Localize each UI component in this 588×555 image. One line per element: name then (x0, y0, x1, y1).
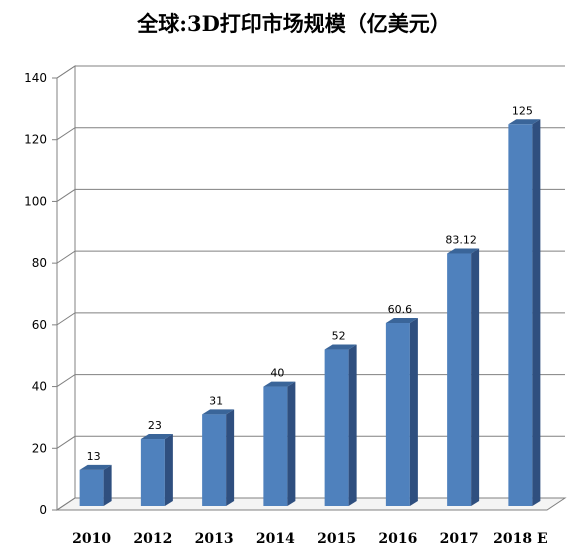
y-tick-label: 100 (24, 194, 47, 208)
bar-side (287, 381, 296, 506)
gridline (56, 250, 565, 264)
y-tick-label: 120 (24, 133, 47, 147)
side-wall (56, 65, 76, 511)
gridline (56, 374, 565, 387)
bar-top (324, 344, 357, 350)
chart-title: 全球:3D打印市场规模（亿美元） (137, 11, 451, 36)
bar-side (409, 318, 418, 506)
gridline (56, 312, 565, 326)
x-tick-label: 2017 (440, 531, 479, 547)
bar (140, 439, 165, 506)
data-label: 13 (87, 450, 101, 463)
floor (55, 497, 567, 511)
bar-side (164, 434, 173, 506)
gridline (56, 65, 565, 79)
data-label: 52 (332, 330, 346, 343)
y-tick-label: 60 (32, 318, 47, 332)
bar-side (103, 464, 112, 506)
bar-top (202, 409, 235, 415)
bar-top (447, 248, 480, 254)
gridline (56, 435, 565, 449)
bar (79, 469, 104, 506)
data-label: 31 (209, 394, 223, 407)
y-tick-label: 20 (32, 441, 47, 455)
data-label: 125 (512, 104, 533, 117)
bar (324, 349, 349, 506)
x-tick-label: 2018 E (493, 531, 548, 547)
y-tick-label: 80 (32, 256, 47, 270)
data-label: 60.6 (388, 303, 413, 316)
bar (263, 386, 288, 506)
x-tick-label: 2015 (317, 531, 356, 547)
bar-top (385, 318, 418, 324)
bar-side (348, 344, 357, 506)
data-label: 83.12 (445, 234, 477, 247)
bar-top (263, 381, 296, 387)
bar-top (508, 119, 541, 125)
bar (508, 124, 533, 507)
bar-side (226, 409, 235, 506)
x-tick-label: 2010 (72, 531, 111, 547)
gridline (56, 127, 565, 141)
bar (202, 414, 227, 506)
bar-side (471, 248, 480, 506)
bar (385, 323, 410, 506)
bar-side (532, 119, 541, 507)
gridline (56, 188, 565, 202)
x-tick-label: 2016 (378, 531, 417, 547)
y-tick-label: 140 (24, 71, 47, 85)
bar-top (140, 434, 173, 440)
x-tick-label: 2012 (133, 531, 172, 547)
data-label: 40 (270, 367, 284, 380)
x-tick-label: 2013 (195, 531, 234, 547)
x-tick-label: 2014 (256, 531, 295, 547)
y-tick-label: 0 (39, 503, 47, 517)
bar (447, 253, 472, 506)
data-label: 23 (148, 419, 162, 432)
bar-top (79, 464, 112, 470)
y-tick-label: 40 (32, 380, 47, 394)
